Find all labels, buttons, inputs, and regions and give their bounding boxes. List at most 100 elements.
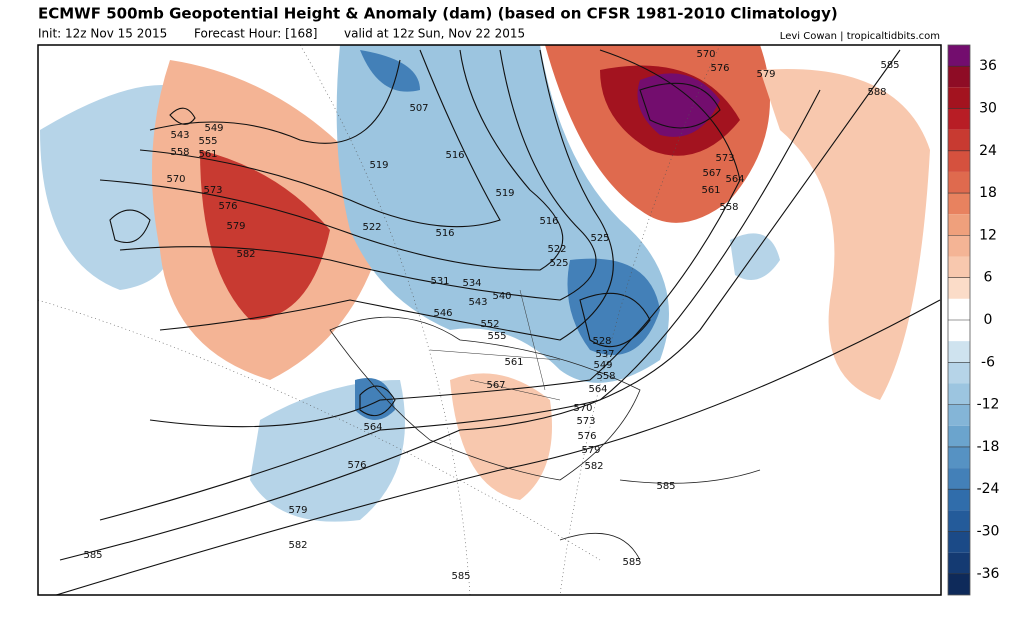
colorbar-segment [948, 87, 970, 109]
contour-label: 561 [504, 357, 523, 368]
credit: Levi Cowan | tropicaltidbits.com [780, 31, 940, 42]
colorbar-tick-label: 0 [984, 312, 993, 328]
colorbar-tick-label: -6 [981, 354, 995, 370]
colorbar-tick-label: 12 [979, 227, 997, 243]
contour-label: 576 [577, 431, 596, 442]
contour-label: 573 [203, 185, 222, 196]
init: Init: 12z Nov 15 2015 [38, 27, 167, 41]
contour-label: 558 [596, 371, 615, 382]
contour-label: 567 [702, 168, 721, 179]
colorbar-segment [948, 425, 970, 447]
colorbar-tick-label: 36 [979, 58, 997, 74]
forecast: Forecast Hour: [168] [194, 27, 317, 41]
contour-label: 531 [430, 276, 449, 287]
colorbar-tick-label: 30 [979, 100, 997, 116]
colorbar: 36 30 24 18 12 6 0 -6 -12 -18 -24 -30 -36 [947, 44, 1000, 596]
contour-label: 585 [451, 571, 470, 582]
contour-label: 525 [590, 233, 609, 244]
colorbar-segment [948, 66, 970, 88]
colorbar-segment [948, 341, 970, 363]
colorbar-tick-label: 18 [979, 185, 997, 201]
contour-label: 561 [198, 149, 217, 160]
contour-label: 516 [445, 150, 464, 161]
contour-label: 579 [226, 221, 245, 232]
colorbar-segment [948, 150, 970, 172]
colorbar-segment [948, 510, 970, 532]
colorbar-segment [948, 446, 970, 469]
colorbar-segment [948, 404, 970, 426]
colorbar-tick-label: 6 [984, 270, 993, 286]
contour-label: 582 [288, 540, 307, 551]
contour-label: 567 [486, 380, 505, 391]
contour-label: 519 [369, 160, 388, 171]
map: 543 549 555 558 561 570 573 576 579 582 507 519 516 5… [37, 44, 942, 596]
contour-label: 585 [880, 60, 899, 71]
contour-label: 522 [547, 244, 566, 255]
contour-label: 549 [593, 360, 612, 371]
colorbar-segment [948, 129, 970, 151]
contour-label: 540 [492, 291, 511, 302]
colorbar-tick-label: 24 [979, 143, 997, 159]
contour-label: 552 [480, 319, 499, 330]
contour-label: 585 [656, 481, 675, 492]
contour-label: 528 [592, 336, 611, 347]
colorbar-segment [948, 320, 970, 342]
colorbar-segment [948, 298, 970, 320]
colorbar-segment [948, 193, 970, 215]
colorbar-tick-label: -12 [977, 397, 1000, 413]
colorbar-tick-label: -30 [977, 524, 1000, 540]
colorbar-segment [948, 45, 970, 67]
contour-label: 585 [622, 557, 641, 568]
contour-label: 543 [468, 297, 487, 308]
contour-label: 555 [198, 136, 217, 147]
contour-label: 534 [462, 278, 481, 289]
colorbar-tick-label: -36 [977, 566, 1000, 582]
contour-label: 564 [588, 384, 607, 395]
contour-label: 579 [288, 505, 307, 516]
contour-label: 537 [595, 349, 614, 360]
contour-label: 579 [756, 69, 775, 80]
contour-label: 561 [701, 185, 720, 196]
contour-label: 558 [170, 147, 189, 158]
colorbar-segment [948, 214, 970, 236]
colorbar-segment [948, 256, 970, 278]
colorbar-segment [948, 383, 970, 405]
contour-label: 582 [236, 249, 255, 260]
colorbar-segment [948, 171, 970, 194]
colorbar-segment [948, 235, 970, 257]
contour-label: 558 [719, 202, 738, 213]
colorbar-segment [948, 552, 970, 574]
contour-label: 546 [433, 308, 452, 319]
contour-label: 579 [581, 445, 600, 456]
contour-label: 564 [363, 422, 382, 433]
contour-label: 564 [725, 174, 744, 185]
contour-label: 576 [218, 201, 237, 212]
title: ECMWF 500mb Geopotential Height & Anomal… [38, 5, 838, 23]
contour-label: 576 [347, 460, 366, 471]
contour-label: 576 [710, 63, 729, 74]
contour-label: 519 [495, 188, 514, 199]
contour-label: 555 [487, 331, 506, 342]
colorbar-segment [948, 277, 970, 299]
valid: valid at 12z Sun, Nov 22 2015 [344, 27, 525, 41]
colorbar-tick-label: -18 [977, 439, 1000, 455]
contour-label: 570 [166, 174, 185, 185]
contour-label: 573 [576, 416, 595, 427]
contour-label: 582 [584, 461, 603, 472]
contour-label: 522 [362, 222, 381, 233]
colorbar-tick-label: -24 [977, 481, 1000, 497]
colorbar-segment [948, 573, 970, 595]
colorbar-segment [948, 108, 970, 130]
contour-label: 573 [715, 153, 734, 164]
contour-label: 549 [204, 123, 223, 134]
colorbar-segment [948, 362, 970, 384]
contour-label: 516 [539, 216, 558, 227]
contour-label: 585 [83, 550, 102, 561]
contour-label: 516 [435, 228, 454, 239]
colorbar-segment [948, 468, 970, 490]
contour-label: 570 [696, 49, 715, 60]
contour-label: 570 [573, 403, 592, 414]
colorbar-segment [948, 489, 970, 511]
contour-label: 588 [867, 87, 886, 98]
